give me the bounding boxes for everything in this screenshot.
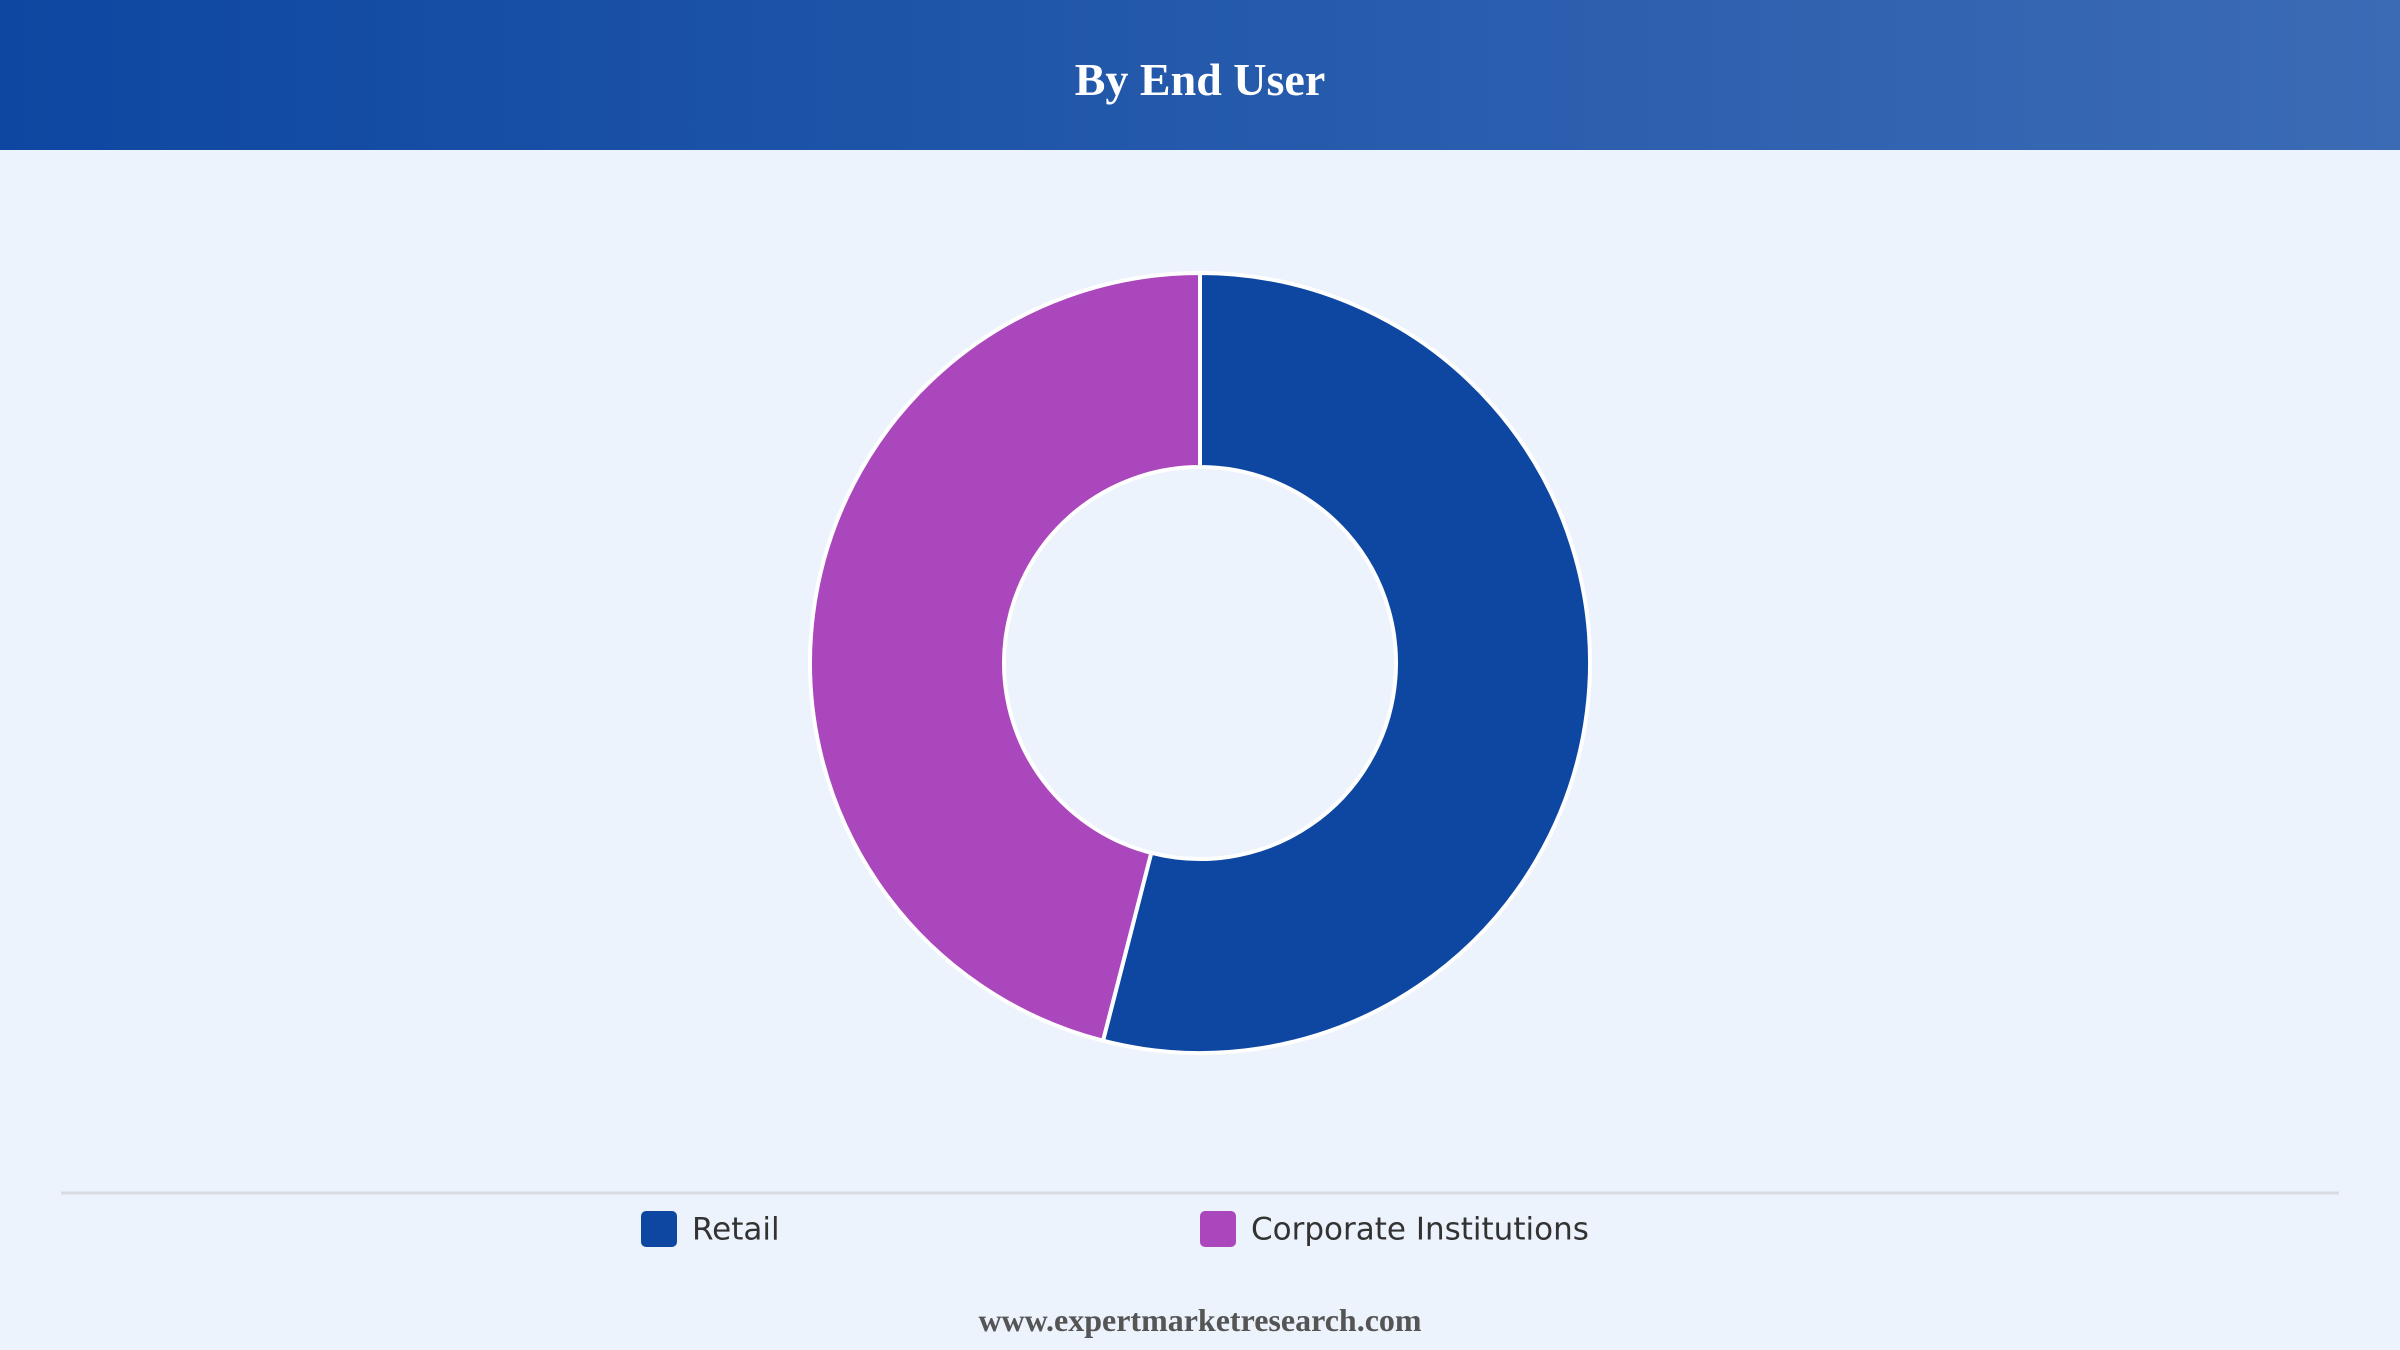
legend-label: Corporate Institutions	[1251, 1212, 1589, 1248]
legend-swatch	[1200, 1211, 1236, 1247]
legend-label: Retail	[692, 1212, 780, 1248]
donut-slice	[808, 270, 1202, 1044]
legend-swatch	[641, 1211, 677, 1247]
chart-title: By End User	[1075, 54, 1325, 105]
donut-slice	[1100, 270, 1592, 1055]
footer-text: www.expertmarketresearch.com	[978, 1302, 1421, 1338]
header-bar	[0, 0, 2400, 150]
